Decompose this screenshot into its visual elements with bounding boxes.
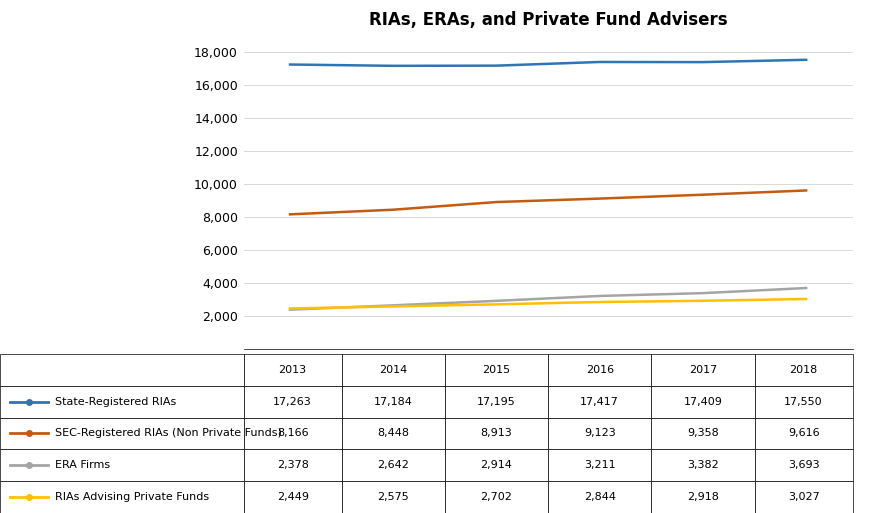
Text: 2,642: 2,642 <box>377 460 408 470</box>
Text: ERA Firms: ERA Firms <box>55 460 109 470</box>
Text: 2014: 2014 <box>379 365 407 375</box>
Text: 8,166: 8,166 <box>276 428 308 439</box>
Text: 2,575: 2,575 <box>377 492 408 502</box>
Text: 2,918: 2,918 <box>687 492 718 502</box>
Text: 3,027: 3,027 <box>786 492 819 502</box>
Text: 9,358: 9,358 <box>687 428 718 439</box>
Text: 2,844: 2,844 <box>583 492 615 502</box>
Text: 2016: 2016 <box>585 365 613 375</box>
Text: 2,914: 2,914 <box>480 460 512 470</box>
Text: SEC-Registered RIAs (Non Private Funds): SEC-Registered RIAs (Non Private Funds) <box>55 428 282 439</box>
Text: 2018: 2018 <box>788 365 817 375</box>
Text: 3,211: 3,211 <box>583 460 614 470</box>
Text: 9,616: 9,616 <box>786 428 819 439</box>
Text: 2015: 2015 <box>482 365 510 375</box>
Text: 2,702: 2,702 <box>480 492 512 502</box>
Text: 2013: 2013 <box>278 365 307 375</box>
Text: 17,184: 17,184 <box>374 397 412 407</box>
Text: 3,693: 3,693 <box>786 460 819 470</box>
Text: State-Registered RIAs: State-Registered RIAs <box>55 397 176 407</box>
Text: 17,195: 17,195 <box>476 397 515 407</box>
Title: RIAs, ERAs, and Private Fund Advisers: RIAs, ERAs, and Private Fund Advisers <box>368 11 726 29</box>
Text: 8,913: 8,913 <box>480 428 512 439</box>
Text: 9,123: 9,123 <box>583 428 615 439</box>
Text: 17,417: 17,417 <box>580 397 619 407</box>
Text: 2,378: 2,378 <box>276 460 308 470</box>
Text: 8,448: 8,448 <box>377 428 408 439</box>
Text: 17,263: 17,263 <box>273 397 312 407</box>
Text: RIAs Advising Private Funds: RIAs Advising Private Funds <box>55 492 209 502</box>
Text: 2017: 2017 <box>688 365 716 375</box>
Text: 17,550: 17,550 <box>783 397 822 407</box>
Text: 2,449: 2,449 <box>276 492 308 502</box>
Text: 17,409: 17,409 <box>683 397 721 407</box>
Text: 3,382: 3,382 <box>687 460 718 470</box>
